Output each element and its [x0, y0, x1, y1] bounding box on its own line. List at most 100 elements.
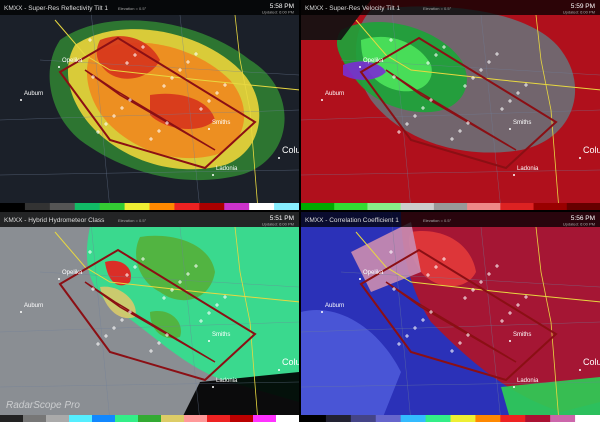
lightning-mark [165, 333, 169, 337]
city-dot [208, 128, 210, 130]
echo [361, 36, 432, 92]
lightning-mark [466, 121, 470, 125]
county-line [301, 109, 600, 121]
header-bar [301, 0, 600, 15]
lightning-mark [392, 287, 396, 291]
legend-swatch [467, 203, 501, 210]
legend-swatch [92, 415, 116, 422]
elevation: Elevation = 0.5° [118, 218, 147, 223]
city-label: Opelika [363, 270, 384, 276]
city-dot [513, 174, 515, 176]
lightning-mark [508, 311, 512, 315]
lightning-mark [199, 107, 203, 111]
lightning-mark [463, 296, 467, 300]
city-dot [359, 66, 361, 68]
lightning-mark [178, 68, 182, 72]
lightning-mark [157, 341, 161, 345]
city-dot [278, 157, 280, 159]
lightning-mark [466, 333, 470, 337]
warning-polygon [359, 248, 558, 382]
legend-swatch [325, 415, 352, 422]
warning-polygon [58, 248, 257, 382]
legend-swatch [550, 415, 576, 422]
city-label: Auburn [24, 91, 43, 97]
lightning-mark [516, 303, 520, 307]
panel: Opelika Auburn Smiths Ladonia Colu KMXX - Hyb… [0, 212, 299, 422]
legend-swatch [184, 415, 208, 422]
lightning-mark [149, 137, 153, 141]
lightning-mark [389, 38, 393, 42]
city-label: Colu [583, 357, 600, 367]
lightning-mark [125, 273, 129, 277]
lightning-mark [392, 75, 396, 79]
lightning-mark [397, 130, 401, 134]
lightning-mark [458, 129, 462, 133]
lightning-mark [125, 61, 129, 65]
state-line [535, 226, 560, 422]
lightning-mark [458, 341, 462, 345]
city-label: Auburn [325, 303, 344, 309]
lightning-mark [133, 53, 137, 57]
county-line [0, 381, 299, 388]
lightning-mark [186, 60, 190, 64]
county-line [480, 14, 502, 210]
legend-swatch [375, 415, 402, 422]
lightning-mark [434, 265, 438, 269]
legend-swatch [174, 203, 200, 210]
lightning-mark [120, 318, 124, 322]
county-line [390, 0, 412, 210]
county-line [39, 59, 299, 76]
panel: Opelika Auburn Smiths Ladonia Colu KMXX - Sup… [301, 0, 600, 210]
legend-swatch [0, 203, 26, 210]
city-label: Smiths [513, 120, 531, 126]
lightning-mark [405, 334, 409, 338]
city-dot [208, 340, 210, 342]
lightning-mark [442, 45, 446, 49]
scan-time: 5:51 PM [270, 215, 294, 222]
lightning-mark [495, 52, 499, 56]
elevation: Elevation = 0.5° [423, 6, 452, 11]
panel: Opelika Auburn Smiths Ladonia Colu KMXX - Sup… [0, 0, 299, 210]
city-label: Ladonia [216, 166, 238, 172]
lightning-mark [215, 91, 219, 95]
lightning-mark [104, 122, 108, 126]
city-label: Ladonia [517, 166, 539, 172]
lightning-mark [223, 295, 227, 299]
lightning-mark [413, 114, 417, 118]
state-line [355, 231, 600, 303]
city-label: Smiths [513, 332, 531, 338]
city-label: Smiths [212, 332, 230, 338]
legend-swatch [433, 203, 468, 210]
lightning-mark [500, 107, 504, 111]
city-dot [359, 278, 361, 280]
echo [351, 222, 421, 292]
legend-swatch [99, 203, 126, 210]
city-label: Auburn [325, 91, 344, 97]
county-line [179, 14, 201, 210]
county-line [340, 59, 600, 76]
lightning-mark [450, 137, 454, 141]
lightning-mark [186, 272, 190, 276]
legend-swatch [334, 203, 368, 210]
legend-swatch [367, 203, 402, 210]
city-label: Colu [282, 357, 299, 367]
city-dot [212, 386, 214, 388]
warning-polygon [385, 69, 517, 151]
county-line [89, 212, 111, 422]
watermark: RadarScope Pro [6, 400, 80, 411]
city-label: Colu [282, 145, 299, 155]
legend-swatch [249, 203, 275, 210]
city-label: Ladonia [517, 378, 539, 384]
lightning-mark [442, 257, 446, 261]
lightning-mark [91, 287, 95, 291]
city-dot [20, 99, 22, 101]
updated-time: Updated: 6:00 PM [262, 222, 294, 227]
lightning-mark [223, 83, 227, 87]
legend-swatch [207, 415, 231, 422]
lightning-mark [207, 99, 211, 103]
lightning-mark [450, 349, 454, 353]
county-line [179, 226, 201, 422]
lightning-mark [165, 121, 169, 125]
header-bar [0, 212, 299, 227]
legend-swatch [566, 203, 600, 210]
